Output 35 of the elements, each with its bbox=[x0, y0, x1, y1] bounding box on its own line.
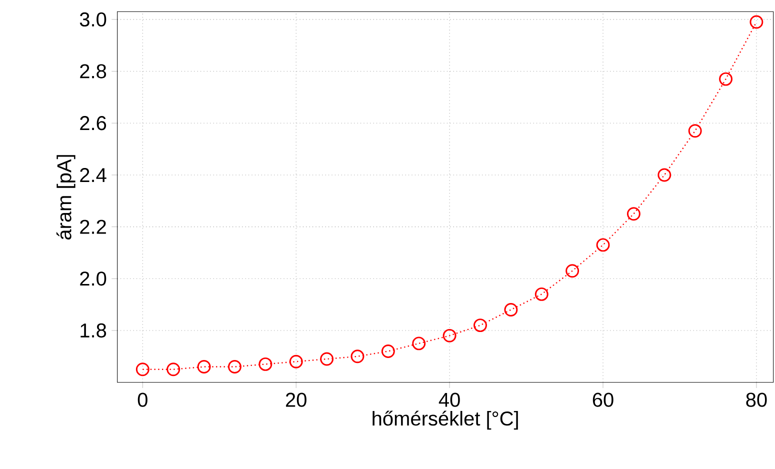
point bbox=[412, 336, 426, 350]
point bbox=[688, 124, 702, 138]
y-tick-label: 2.2 bbox=[80, 220, 106, 234]
y-tick-label: 2.6 bbox=[80, 116, 106, 130]
point bbox=[719, 72, 732, 86]
x-tick-label: 20 bbox=[286, 392, 306, 407]
point bbox=[534, 287, 548, 301]
point bbox=[166, 362, 180, 376]
point bbox=[381, 344, 395, 358]
y-axis-title: áram [pA] bbox=[56, 155, 76, 240]
point bbox=[750, 15, 764, 29]
y-tick-label: 1.8 bbox=[80, 323, 106, 338]
point bbox=[566, 264, 580, 278]
point bbox=[228, 360, 242, 374]
y-tick-label: 2.8 bbox=[80, 64, 106, 78]
y-tick-label: 3.0 bbox=[80, 12, 106, 27]
point bbox=[197, 360, 211, 374]
point bbox=[136, 362, 150, 376]
point bbox=[504, 303, 518, 316]
x-tick-label: 40 bbox=[438, 392, 460, 407]
point bbox=[320, 352, 334, 366]
x-tick-label: 0 bbox=[138, 392, 148, 407]
point bbox=[596, 238, 610, 252]
point bbox=[442, 328, 456, 342]
point bbox=[258, 357, 272, 371]
point bbox=[289, 354, 303, 368]
point bbox=[474, 318, 487, 332]
point bbox=[350, 350, 364, 364]
y-tick-label: 2.0 bbox=[80, 272, 106, 286]
x-tick-label: 80 bbox=[746, 392, 767, 407]
y-tick-label: 2.4 bbox=[80, 168, 106, 182]
x-tick-label: 60 bbox=[592, 392, 614, 407]
x-axis-title: hőmérséklet [°C] bbox=[372, 410, 518, 430]
point bbox=[626, 207, 640, 221]
point bbox=[658, 168, 672, 182]
